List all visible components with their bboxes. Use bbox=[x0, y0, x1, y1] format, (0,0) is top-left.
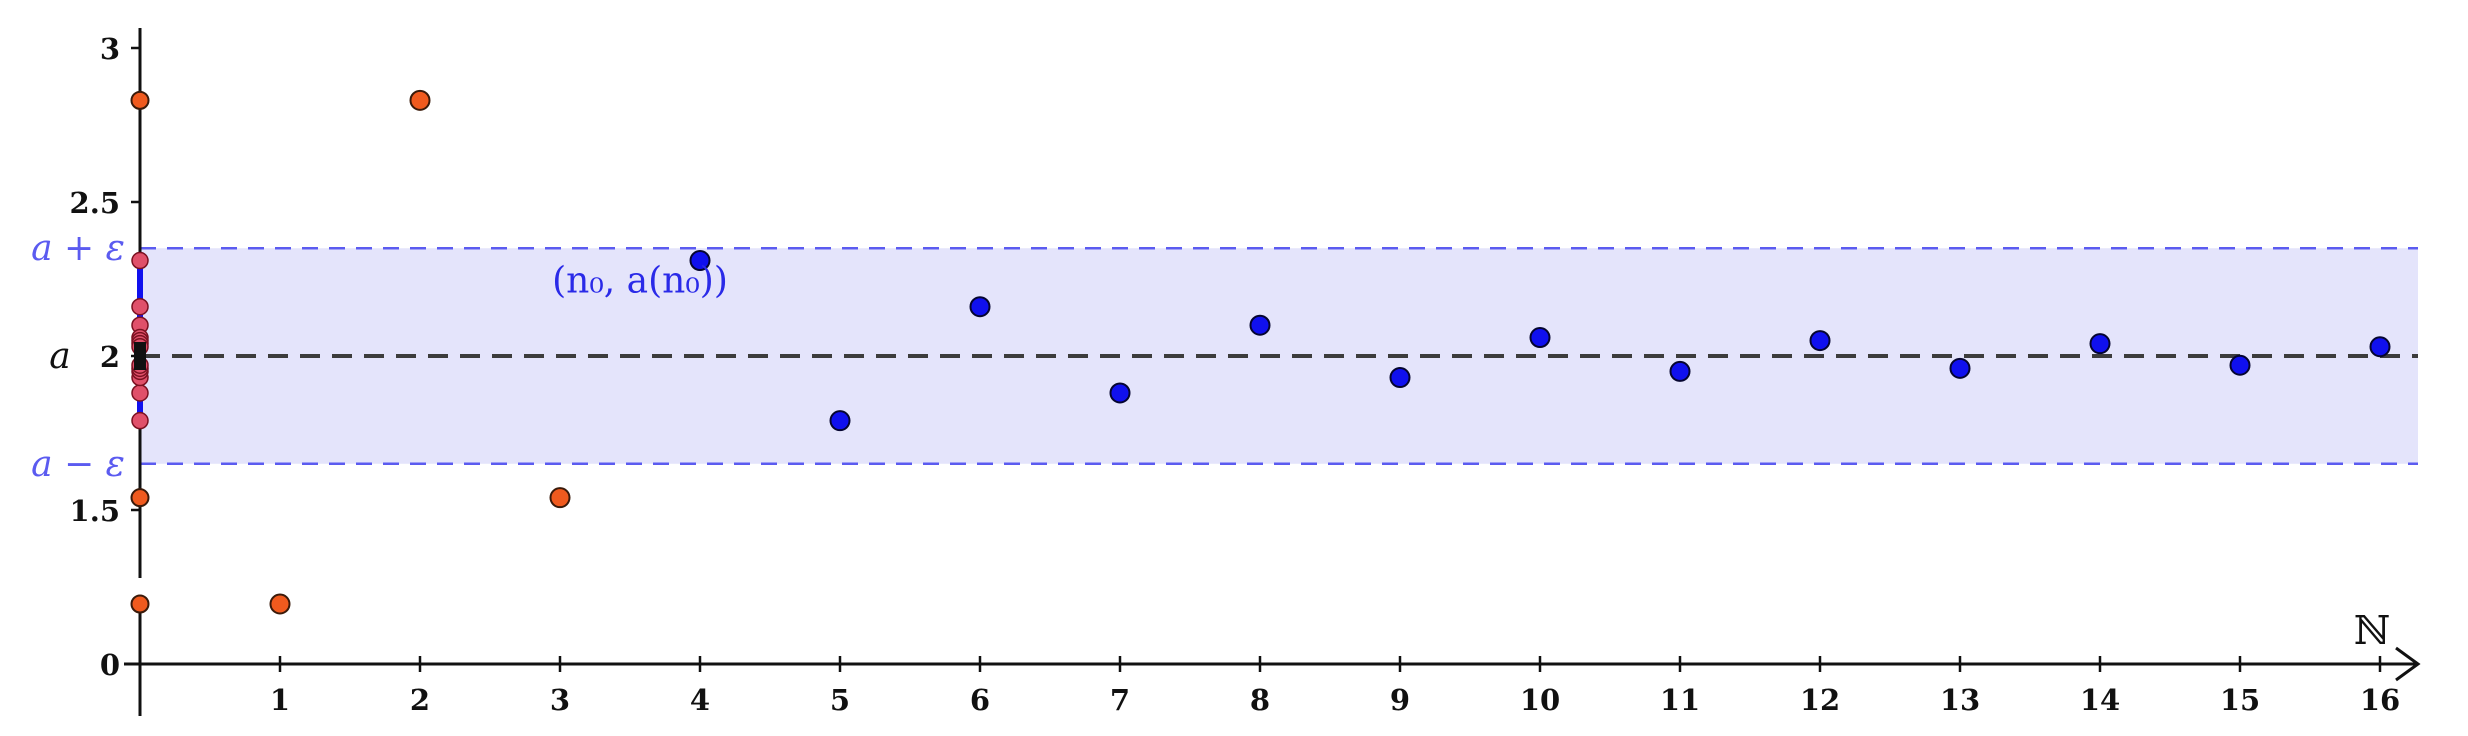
x-tick-label: 9 bbox=[1390, 683, 1410, 717]
sequence-point-inside bbox=[1529, 327, 1551, 349]
x-tick-label: 7 bbox=[1110, 683, 1130, 717]
x-tick-label: 13 bbox=[1940, 683, 1980, 717]
sequence-point-inside bbox=[1669, 360, 1691, 382]
limit-label: a bbox=[49, 336, 70, 377]
epsilon-band-layer bbox=[140, 246, 2418, 466]
x-tick-label: 15 bbox=[2220, 683, 2260, 717]
sequence-point-outside bbox=[409, 89, 431, 111]
x-tick-label: 3 bbox=[550, 683, 570, 717]
y-axis-projection-point bbox=[131, 251, 149, 270]
sequence-point-outside bbox=[549, 487, 571, 509]
x-tick-label: 11 bbox=[1660, 683, 1700, 717]
lower-band-label: a − ε bbox=[31, 444, 125, 485]
y-axis-projection-point bbox=[131, 297, 149, 316]
x-tick-label: 5 bbox=[830, 683, 850, 717]
x-tick-label: 14 bbox=[2080, 683, 2120, 717]
x-axis-arrow bbox=[2395, 646, 2421, 682]
x-tick-label: 10 bbox=[1520, 683, 1560, 717]
y-tick-label: 1.5 bbox=[70, 494, 120, 528]
sequence-point-inside bbox=[829, 410, 851, 432]
data-points-layer bbox=[130, 89, 2391, 615]
upper-band-label: a + ε bbox=[31, 228, 125, 269]
x-tick-label: 1 bbox=[270, 683, 290, 717]
y-axis-projection-point bbox=[130, 594, 150, 614]
sequence-point-inside bbox=[2089, 333, 2111, 355]
x-tick-label: 12 bbox=[1800, 683, 1840, 717]
sequence-point-inside bbox=[1249, 314, 1271, 336]
y-axis-projection-point bbox=[131, 411, 149, 430]
sequence-point-inside bbox=[1949, 357, 1971, 379]
x-tick-label: 2 bbox=[410, 683, 430, 717]
sequence-point-inside bbox=[2229, 354, 2251, 376]
x-tick-label: 8 bbox=[1250, 683, 1270, 717]
x-tick-label: 16 bbox=[2360, 683, 2400, 717]
limit-marker-on-axis bbox=[134, 342, 146, 370]
x-tick-label: 6 bbox=[970, 683, 990, 717]
sequence-point-outside bbox=[269, 593, 291, 615]
sequence-point-inside bbox=[1809, 330, 1831, 352]
sequence-point-inside bbox=[689, 250, 711, 272]
sequence-point-inside bbox=[969, 296, 991, 318]
sequence-point-inside bbox=[1109, 382, 1131, 404]
x-axis-label: ℕ bbox=[2354, 608, 2391, 654]
y-tick-label: 2 bbox=[100, 340, 120, 374]
x-tick-label: 4 bbox=[690, 683, 710, 717]
y-tick-label: 2.5 bbox=[70, 186, 120, 220]
y-axis-projection-point bbox=[131, 384, 149, 402]
n0-point-annotation: (n₀, a(n₀)) bbox=[552, 261, 728, 302]
y-axis-projection-point bbox=[130, 488, 150, 508]
y-axis-projection-point bbox=[130, 90, 150, 110]
y-tick-label: 3 bbox=[100, 32, 120, 66]
sequence-point-inside bbox=[2369, 336, 2391, 358]
y-tick-label: 0 bbox=[100, 648, 120, 682]
labels-layer: ℕa a + ε a − ε (n₀, a(n₀)) bbox=[31, 228, 2390, 654]
sequence-point-inside bbox=[1389, 367, 1411, 389]
